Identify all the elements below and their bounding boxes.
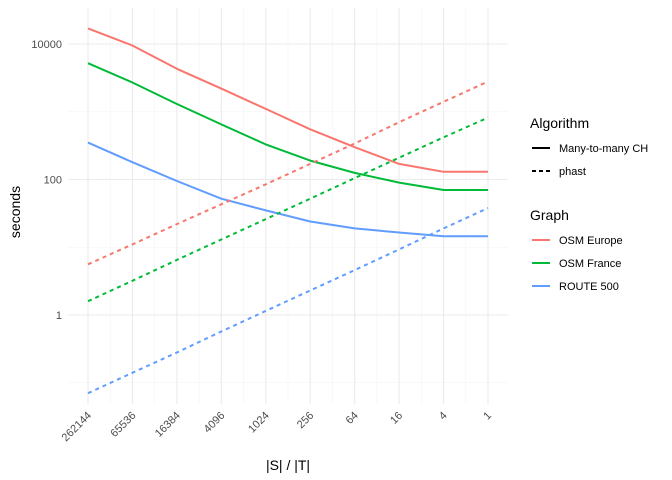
legend-label: phast (559, 166, 586, 178)
legend-label: OSM Europe (559, 235, 623, 247)
series-line-osm-europe-many-to-many-ch (87, 27, 488, 173)
x-tick-label: 4096 (202, 410, 228, 436)
x-tick-label: 64 (344, 410, 361, 427)
legend: Algorithm Many-to-many CH phast Graph OSM Eu… (530, 115, 648, 293)
grid-minor (68, 8, 508, 404)
legend-label: ROUTE 500 (559, 281, 619, 293)
x-axis-title: |S| / |T| (266, 457, 310, 473)
x-tick-label: 1024 (246, 410, 272, 436)
y-axis-ticks: 1 100 10000 (31, 39, 62, 322)
series-line-osm-europe-phast (87, 80, 489, 266)
x-axis-ticks: 262144 65536 16384 4096 1024 256 64 16 4 1 (60, 410, 494, 444)
x-tick-label: 65536 (108, 410, 138, 440)
legend-title: Graph (530, 207, 569, 223)
y-tick-label: 10000 (31, 39, 62, 51)
x-tick-label: 16 (388, 410, 405, 427)
series-line-osm-france-many-to-many-ch (87, 62, 488, 191)
series-line-route-500-phast (87, 207, 489, 395)
x-tick-label: 16384 (153, 410, 183, 440)
series-line-route-500-many-to-many-ch (87, 141, 488, 238)
legend-label: OSM France (559, 258, 621, 270)
series-lines (87, 27, 489, 395)
x-tick-label: 262144 (60, 410, 94, 444)
x-tick-label: 1 (481, 410, 494, 423)
legend-title: Algorithm (530, 115, 589, 131)
series-line-osm-france-phast (87, 116, 489, 303)
y-tick-label: 1 (56, 310, 62, 322)
x-tick-label: 256 (295, 410, 316, 431)
y-axis-title: seconds (7, 186, 23, 238)
legend-label: Many-to-many CH (559, 143, 648, 155)
grid-major (68, 8, 508, 404)
y-tick-label: 100 (44, 175, 62, 187)
x-tick-label: 4 (437, 410, 450, 423)
